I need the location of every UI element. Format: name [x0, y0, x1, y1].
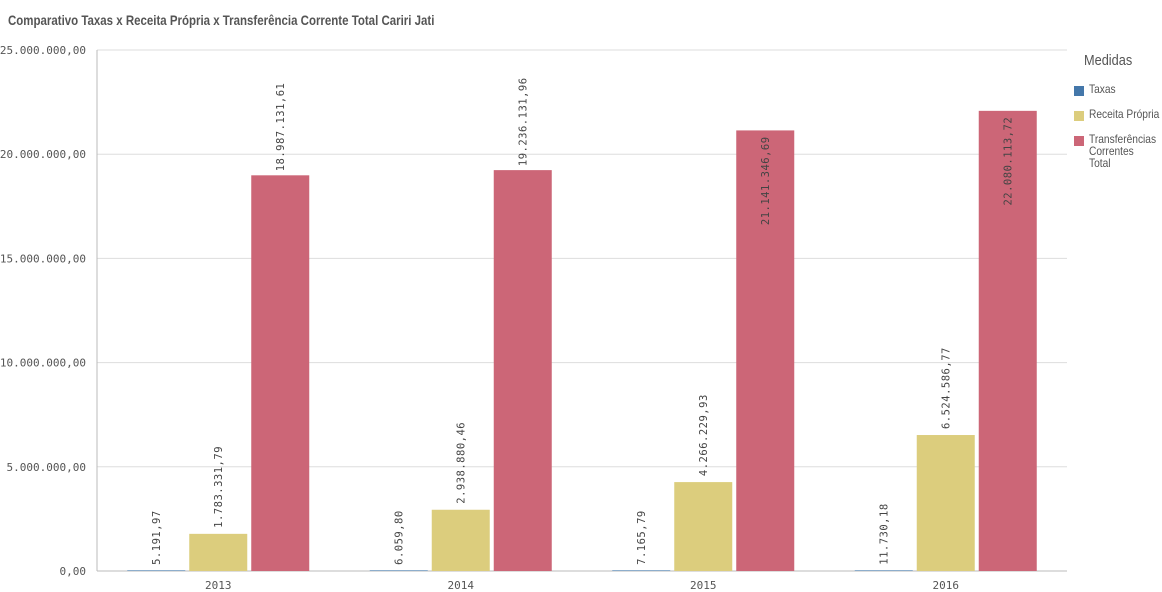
x-tick-label: 2014: [448, 579, 475, 592]
chart-title: Comparativo Taxas x Receita Própria x Tr…: [8, 12, 435, 28]
y-tick-label: 5.000.000,00: [7, 461, 86, 474]
legend-title: Medidas: [1084, 52, 1133, 69]
legend-label-receita-propria: Receita Própria: [1089, 107, 1160, 121]
y-tick-label: 25.000.000,00: [0, 44, 86, 57]
bars: [127, 110, 1037, 572]
data-label: 22.080.113,72: [1003, 117, 1015, 206]
y-tick-label: 10.000.000,00: [0, 357, 86, 370]
data-label: 4.266.229,93: [698, 394, 710, 476]
legend-item-taxas[interactable]: Taxas: [1074, 83, 1162, 96]
bar[interactable]: [978, 110, 1037, 571]
bar[interactable]: [736, 130, 795, 571]
y-axis-ticks: 0,00 5.000.000,00 10.000.000,00 15.000.000,…: [0, 44, 86, 578]
data-label: 6.524.586,77: [941, 347, 953, 429]
bar[interactable]: [674, 482, 733, 571]
bar[interactable]: [251, 175, 310, 572]
legend-swatch-receita-propria: [1074, 111, 1084, 121]
bar[interactable]: [431, 509, 490, 571]
x-tick-label: 2015: [690, 579, 717, 592]
bar[interactable]: [612, 570, 671, 571]
data-label: 5.191,97: [151, 510, 163, 565]
bar[interactable]: [369, 570, 428, 571]
data-label: 7.165,79: [636, 510, 648, 565]
y-tick-label: 0,00: [60, 565, 87, 578]
y-tick-label: 20.000.000,00: [0, 148, 86, 161]
data-label: 2.938.880,46: [456, 422, 468, 504]
data-label: 1.783.331,79: [213, 446, 225, 528]
bar[interactable]: [916, 435, 975, 571]
data-label: 11.730,18: [879, 503, 891, 564]
data-label: 18.987.131,61: [275, 83, 287, 172]
bar[interactable]: [854, 570, 913, 571]
legend: Medidas Taxas Receita Própria Transferên…: [1074, 52, 1162, 181]
bar[interactable]: [127, 570, 186, 571]
legend-label-transferencias: Transferências Correntes Total: [1089, 132, 1157, 170]
x-axis-ticks: 2013 2014 2015 2016: [205, 579, 959, 592]
bar[interactable]: [493, 170, 552, 571]
x-tick-label: 2013: [205, 579, 232, 592]
legend-swatch-taxas: [1074, 86, 1084, 96]
legend-swatch-transferencias: [1074, 136, 1084, 146]
data-label: 19.236.131,96: [518, 77, 530, 166]
y-tick-label: 15.000.000,00: [0, 252, 86, 265]
x-tick-label: 2016: [933, 579, 960, 592]
legend-item-transferencias[interactable]: Transferências Correntes Total: [1074, 133, 1162, 169]
data-labels: 5.191,97 1.783.331,79 18.987.131,61 6.059,8…: [151, 77, 1015, 564]
legend-item-receita-propria[interactable]: Receita Própria: [1074, 108, 1162, 121]
data-label: 21.141.346,69: [760, 136, 772, 225]
data-label: 6.059,80: [394, 510, 406, 565]
legend-label-taxas: Taxas: [1089, 82, 1116, 96]
bar[interactable]: [189, 533, 248, 571]
